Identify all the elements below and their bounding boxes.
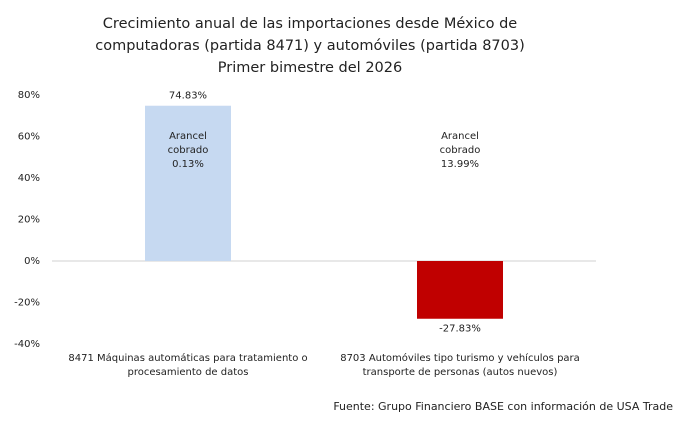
chart-title: computadoras (partida 8471) y automóvile… — [95, 38, 525, 54]
chart-title: Primer bimestre del 2026 — [218, 60, 402, 76]
annotation: Arancel cobrado 13.99% — [439, 131, 481, 170]
x-tick-label: 8471 Máquinas automáticas para tratamien… — [68, 353, 308, 378]
y-tick-label: 60% — [18, 132, 40, 143]
annotation: Arancel cobrado 0.13% — [167, 131, 209, 170]
x-tick-label: 8703 Automóviles tipo turismo y vehículo… — [340, 353, 580, 378]
chart-title: Crecimiento anual de las importaciones d… — [103, 16, 517, 32]
y-tick-label: 20% — [18, 215, 40, 226]
bar — [417, 261, 503, 319]
y-tick-label: 0% — [24, 256, 40, 267]
value-label: 74.83% — [169, 91, 207, 102]
y-tick-label: -40% — [14, 339, 40, 350]
y-tick-label: 80% — [18, 90, 40, 101]
y-tick-label: 40% — [18, 173, 40, 184]
source: Fuente: Grupo Financiero BASE con inform… — [333, 400, 673, 413]
y-tick-label: -20% — [14, 298, 40, 309]
value-label: -27.83% — [439, 324, 481, 335]
bar — [145, 105, 231, 261]
